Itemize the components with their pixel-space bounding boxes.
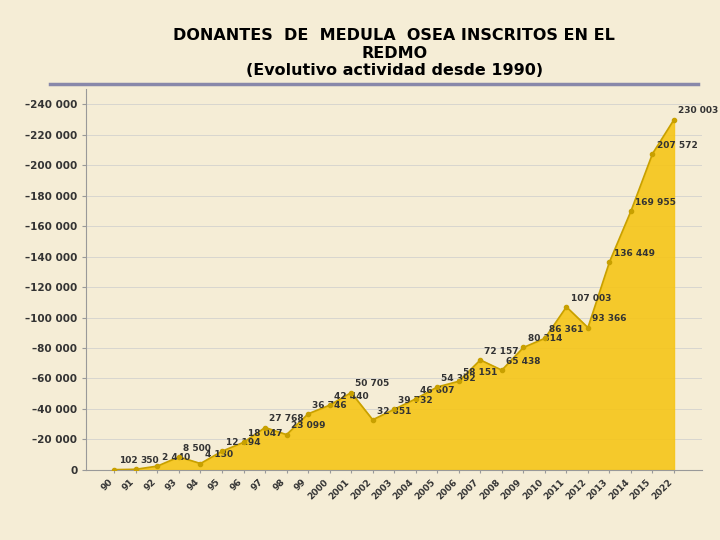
Text: 2 440: 2 440: [161, 453, 190, 462]
Text: 23 099: 23 099: [291, 421, 325, 430]
Text: 12 194: 12 194: [226, 438, 261, 447]
Text: 18 047: 18 047: [248, 429, 282, 438]
Text: 72 157: 72 157: [485, 347, 519, 356]
Text: 102: 102: [119, 456, 138, 465]
Text: 169 955: 169 955: [635, 198, 676, 207]
Text: 80 314: 80 314: [528, 334, 562, 343]
Text: 27 768: 27 768: [269, 414, 304, 423]
Text: 136 449: 136 449: [613, 249, 654, 258]
Text: 8 500: 8 500: [183, 444, 211, 453]
Text: 46 607: 46 607: [420, 386, 454, 395]
Text: 54 392: 54 392: [441, 374, 476, 383]
Text: 93 366: 93 366: [592, 314, 626, 323]
Text: 86 361: 86 361: [549, 325, 583, 334]
Text: 42 440: 42 440: [334, 392, 369, 401]
Text: 230 003: 230 003: [678, 106, 719, 116]
Text: 50 705: 50 705: [355, 380, 390, 388]
Text: 36 746: 36 746: [312, 401, 347, 410]
Title: DONANTES  DE  MEDULA  OSEA INSCRITOS EN EL
REDMO
(Evolutivo actividad desde 1990: DONANTES DE MEDULA OSEA INSCRITOS EN EL …: [174, 29, 615, 78]
Text: 58 151: 58 151: [463, 368, 498, 377]
Text: 207 572: 207 572: [657, 140, 698, 150]
Text: 32 851: 32 851: [377, 407, 411, 416]
Text: 4 130: 4 130: [204, 450, 233, 460]
Text: 65 438: 65 438: [506, 357, 541, 366]
Text: 350: 350: [140, 456, 158, 465]
Text: 107 003: 107 003: [570, 294, 611, 303]
Text: 39 732: 39 732: [398, 396, 433, 405]
